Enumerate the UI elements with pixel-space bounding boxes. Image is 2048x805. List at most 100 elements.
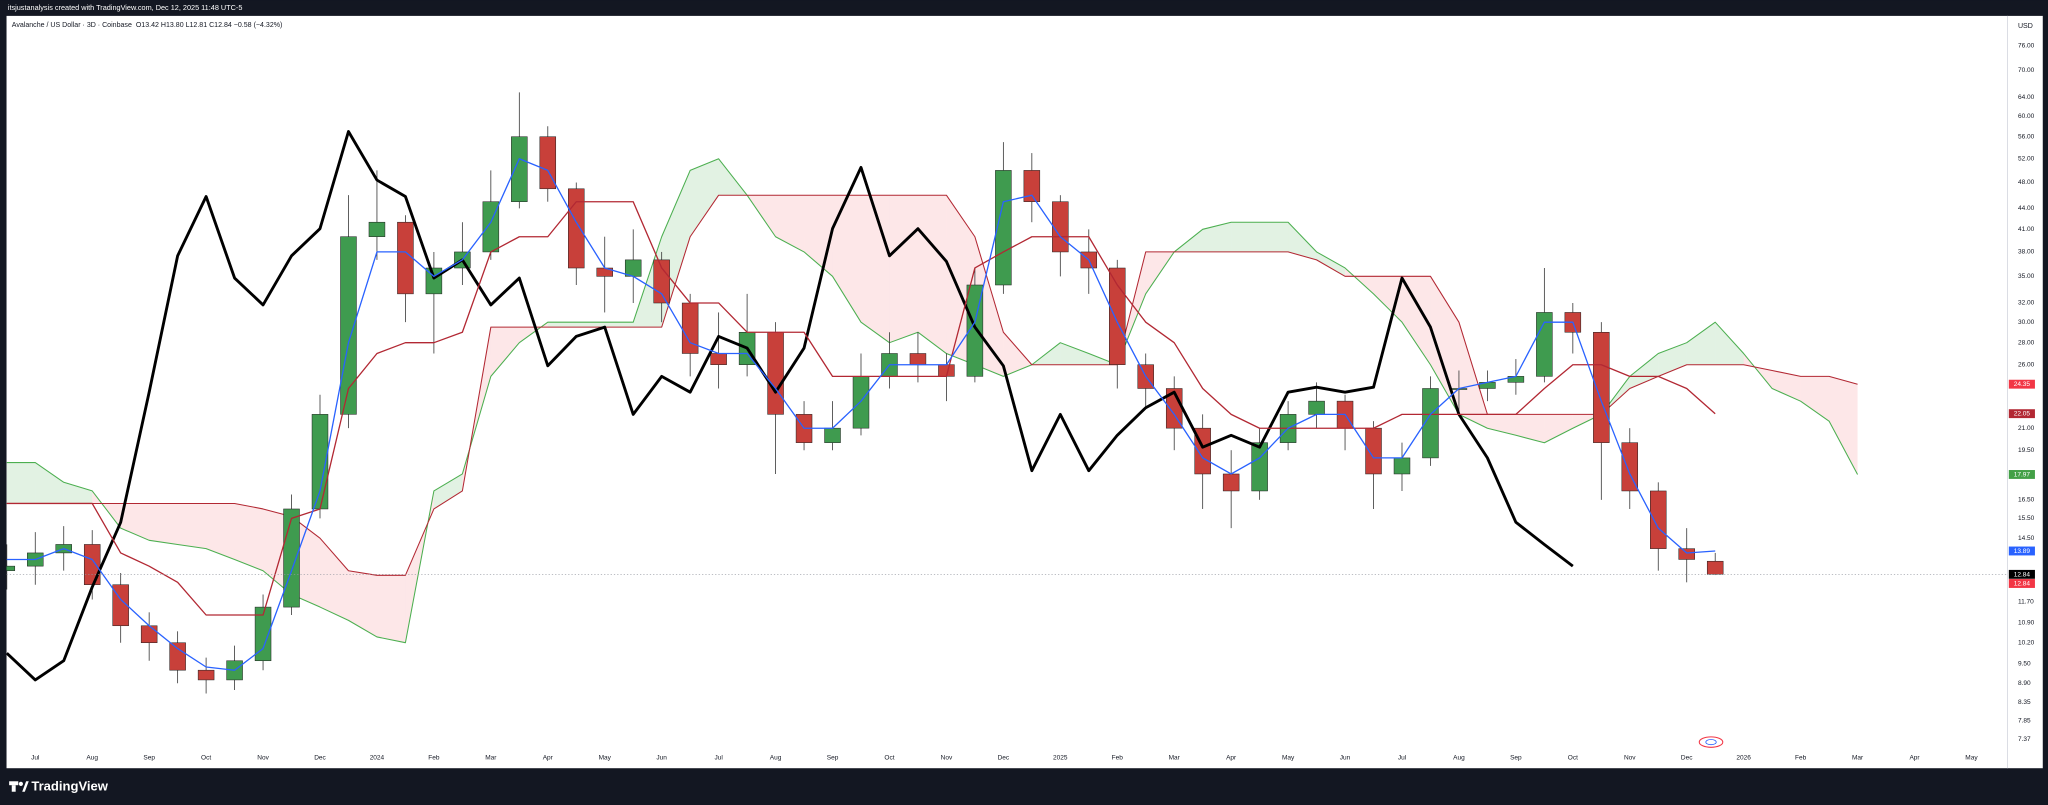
logo-shape — [9, 781, 19, 786]
price-label: 17.97 — [2014, 471, 2031, 478]
legend-values: O13.42 H13.80 L12.81 C12.84 −0.58 (−4.32… — [136, 22, 283, 29]
y-tick-label: 14.50 — [2018, 535, 2035, 542]
y-tick-label: 16.50 — [2018, 497, 2035, 504]
currency: USD — [2018, 23, 2033, 30]
candle-body — [197, 669, 215, 681]
x-tick-label: Aug — [1453, 754, 1465, 761]
candle-body — [1650, 490, 1667, 549]
x-tick-label: 2025 — [1053, 754, 1068, 761]
candle-body — [1706, 560, 1724, 575]
y-tick-label: 28.00 — [2018, 339, 2035, 346]
cloud-segment — [1458, 322, 1488, 429]
cloud-segment — [1487, 414, 1516, 436]
x-tick-label: Apr — [1909, 754, 1920, 761]
y-tick-label: 7.85 — [2018, 717, 2031, 724]
cloud-segment — [1202, 222, 1232, 252]
x-tick-label: Feb — [1112, 754, 1124, 761]
x-tick-label: Apr — [543, 754, 554, 761]
price-label: 24.35 — [2014, 381, 2031, 388]
x-tick-label: May — [1965, 754, 1978, 761]
candle-body — [852, 376, 870, 429]
cloud-segment — [1259, 222, 1289, 252]
candle-body — [1023, 170, 1041, 202]
x-tick-label: Aug — [770, 754, 782, 761]
y-tick-label: 76.00 — [2018, 43, 2035, 50]
y-tick-label: 21.00 — [2018, 425, 2035, 432]
y-tick-label: 64.00 — [2018, 94, 2035, 101]
chart-title: Avalanche / US Dollar · 3D · Coinbase — [12, 22, 132, 29]
y-tick-label: 41.00 — [2018, 226, 2035, 233]
price-label-box — [2008, 579, 2035, 588]
cloud-segment — [1544, 414, 1573, 443]
cloud-segment — [177, 503, 207, 549]
x-tick-label: Oct — [201, 754, 211, 761]
x-tick-label: Jul — [714, 754, 723, 761]
x-tick-label: Oct — [884, 754, 894, 761]
price-label: 13.89 — [2014, 548, 2031, 555]
x-tick-label: Sep — [143, 754, 155, 761]
cloud-segment — [1288, 222, 1317, 260]
cloud-segment — [376, 575, 406, 643]
candle-body — [1308, 400, 1325, 415]
cloud-segment — [1003, 332, 1032, 377]
cloud-segment — [348, 570, 377, 637]
candle-body — [1109, 267, 1126, 365]
y-tick-label: 8.90 — [2018, 680, 2031, 687]
cloud-segment — [63, 482, 93, 504]
y-tick-label: 11.70 — [2018, 599, 2034, 606]
x-tick-label: Sep — [1510, 754, 1522, 761]
event-flag — [1698, 736, 1724, 748]
candle-body — [511, 136, 528, 202]
event-icon — [1698, 736, 1724, 748]
candle-body — [340, 236, 357, 415]
candle-body — [1052, 201, 1069, 253]
x-tick-label: Apr — [1226, 754, 1237, 761]
y-tick-label: 30.00 — [2018, 319, 2035, 326]
price-label-box — [2008, 379, 2035, 389]
candle-body — [83, 544, 101, 585]
cloud-segment — [547, 322, 577, 328]
candle-body — [1593, 331, 1610, 443]
y-tick-label: 10.20 — [2018, 639, 2035, 646]
cloud-segment — [1829, 376, 1858, 475]
cloud-segment — [234, 503, 264, 571]
candle-body — [568, 188, 585, 269]
candle-body — [169, 642, 186, 671]
cloud-segment — [149, 503, 178, 545]
candle-body — [1393, 457, 1411, 475]
cloud-segment — [320, 538, 349, 621]
cloud-segment — [604, 322, 634, 328]
cloud-segment — [917, 195, 947, 354]
cloud-segment — [1715, 322, 1744, 365]
y-tick-label: 7.37 — [2018, 736, 2031, 743]
y-tick-label: 32.00 — [2018, 300, 2035, 307]
x-tick-label: Nov — [257, 754, 269, 761]
candle-body — [1678, 548, 1695, 560]
plot-area — [6, 15, 2043, 769]
candle-body — [767, 331, 784, 415]
y-tick-label: 56.00 — [2018, 133, 2035, 140]
cloud-segment — [1772, 370, 1801, 402]
candle-body — [824, 427, 841, 443]
candle-body — [6, 565, 16, 571]
y-tick-label: 8.35 — [2018, 699, 2031, 706]
candle-body — [368, 221, 386, 237]
candle-body — [1251, 442, 1268, 492]
x-tick-label: Jun — [656, 754, 667, 761]
y-tick-label: 38.00 — [2018, 249, 2035, 256]
candle-body — [1422, 388, 1439, 459]
x-tick-label: Dec — [1681, 754, 1693, 761]
x-tick-label: 2024 — [370, 754, 385, 761]
cloud-segment — [35, 462, 64, 504]
candle-body — [1621, 442, 1639, 492]
y-tick-label: 48.00 — [2018, 179, 2035, 186]
y-tick-label: 26.00 — [2018, 361, 2035, 368]
x-tick-label: Aug — [86, 754, 98, 761]
cloud-segment — [1316, 251, 1346, 277]
x-tick-label: May — [599, 754, 612, 761]
price-label-box — [2008, 409, 2035, 419]
price-label-box — [2008, 470, 2035, 479]
candle-body — [681, 302, 699, 354]
